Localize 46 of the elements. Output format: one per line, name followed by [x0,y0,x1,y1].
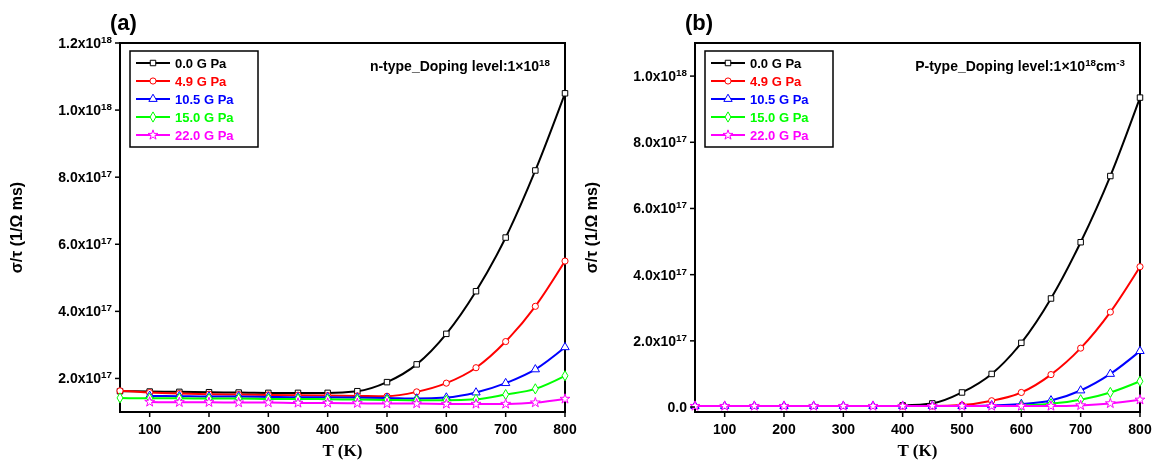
x-tick-label: 100 [712,421,737,437]
legend-label: 4.9 G Pa [175,74,228,89]
y-axis-title: σ/τ (1/Ω ms) [583,181,600,274]
y-tick-label: 1.2x10$^{18}$ [58,33,113,51]
x-tick-label: 300 [256,421,281,437]
x-tick-label: 200 [772,421,796,437]
y-tick-label: 2.0x10$^{17}$ [633,331,688,349]
legend-label: 15.0 G Pa [750,110,810,125]
legend-label: 22.0 G Pa [750,128,810,143]
x-tick-label: 800 [553,421,577,437]
y-tick-label: 0.0 [667,399,688,416]
x-tick-label: 700 [493,421,518,437]
x-tick-label: 200 [197,421,221,437]
y-tick-label: 4.0x10$^{17}$ [633,265,688,283]
x-tick-label: 600 [434,421,459,437]
x-tick-label: 600 [1009,421,1034,437]
x-tick-label: 400 [315,421,340,437]
y-tick-label: 4.0x10$^{17}$ [58,301,113,320]
legend-label: 22.0 G Pa [175,128,235,143]
x-tick-label: 700 [1068,421,1093,437]
y-tick-label: 6.0x10$^{17}$ [58,234,113,253]
x-tick-label: 500 [375,421,399,437]
x-tick-label: 500 [950,421,974,437]
y-tick-label: 1.0x10$^{18}$ [633,66,688,85]
chart-title: (b) [685,10,714,35]
y-tick-label: 2.0x10$^{17}$ [58,368,113,387]
y-tick-label: 6.0x10$^{17}$ [633,198,688,217]
y-tick-label: 8.0x10$^{17}$ [633,132,688,151]
legend-label: 10.5 G Pa [750,92,810,107]
annotation: P-type_Doping level:1×10$^{18}$cm$^{-3}$ [915,56,1126,74]
x-tick-label: 100 [137,421,162,437]
x-axis-title: T (K) [897,441,938,460]
legend-label: 15.0 G Pa [175,110,235,125]
legend-label: 10.5 G Pa [175,92,235,107]
x-tick-label: 800 [1128,421,1152,437]
legend-label: 4.9 G Pa [750,74,803,89]
y-tick-label: 1.0x10$^{18}$ [58,100,113,119]
legend-label: 0.0 G Pa [175,56,228,71]
x-axis-title: T (K) [322,441,363,460]
x-tick-label: 400 [890,421,915,437]
chart-title: (a) [110,10,137,35]
annotation: n-type_Doping level:1×10$^{18}$ [369,56,551,74]
y-tick-label: 8.0x10$^{17}$ [58,167,113,186]
legend-label: 0.0 G Pa [750,56,803,71]
x-tick-label: 300 [831,421,856,437]
y-axis-title: σ/τ (1/Ω ms) [8,181,25,274]
